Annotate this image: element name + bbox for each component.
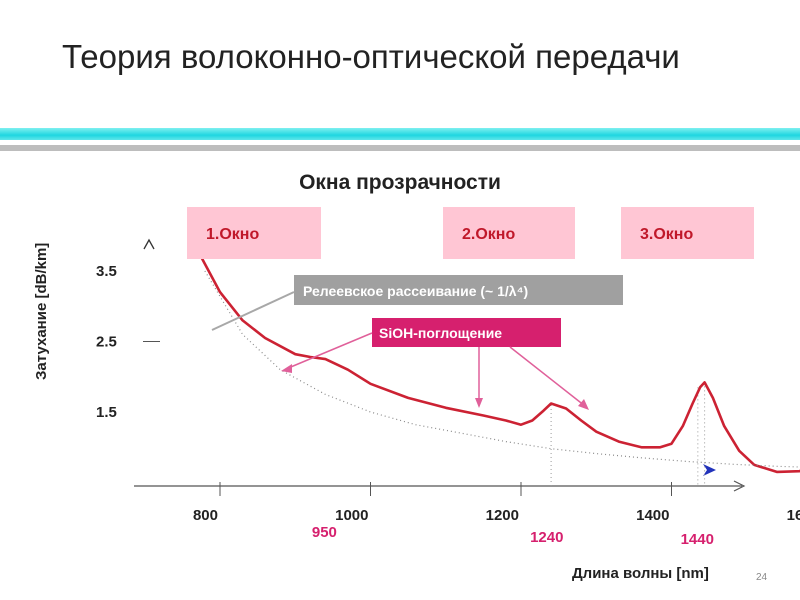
rayleigh-box bbox=[294, 275, 623, 305]
x-tick-label-800: 800 bbox=[193, 507, 218, 524]
x-tick-label-1400: 1400 bbox=[636, 507, 669, 524]
sioh-box bbox=[372, 318, 561, 347]
x-tick-label-1200: 1200 bbox=[486, 507, 519, 524]
x-tick-label-1000: 1000 bbox=[335, 507, 368, 524]
window-2-box bbox=[443, 207, 575, 259]
window-3-label: 3.Окно bbox=[640, 226, 693, 243]
window-1-box bbox=[187, 207, 321, 259]
y-tick-label-2.5: 2.5 bbox=[96, 334, 117, 351]
highlight-wavelength-950: 950 bbox=[312, 524, 337, 541]
attenuation-curve bbox=[196, 248, 800, 474]
rayleigh-label: Релеевское рассеивание (~ 1/λ⁴) bbox=[303, 283, 528, 299]
title-divider bbox=[0, 128, 800, 140]
title-divider-shadow bbox=[0, 145, 800, 151]
sioh-arrowhead-1440 bbox=[578, 399, 589, 410]
window-2-label: 2.Окно bbox=[462, 226, 515, 243]
sioh-pointer-1440 bbox=[509, 346, 586, 407]
highlight-wavelength-1440: 1440 bbox=[681, 531, 714, 548]
sioh-arrowhead-1240 bbox=[475, 398, 483, 408]
y-axis-label: Затухание [dB/km] bbox=[33, 243, 50, 380]
x-axis-blue-arrowhead bbox=[703, 464, 716, 476]
highlight-wavelength-1240: 1240 bbox=[530, 529, 563, 546]
y-axis-arrow bbox=[143, 238, 155, 250]
sioh-arrowhead-950 bbox=[281, 364, 292, 373]
sioh-pointer-950 bbox=[285, 332, 373, 370]
page-number: 24 bbox=[756, 572, 768, 583]
x-axis-label: Длина волны [nm] bbox=[572, 565, 709, 582]
x-axis-arrow bbox=[733, 480, 746, 492]
x-tick-label-1600: 1600 bbox=[787, 507, 800, 524]
plot-layer: 800 1000 1200 1400 1600 3.5 2.5 1.5 950 1240 1440 bbox=[96, 238, 800, 548]
chart-title: Окна прозрачности bbox=[299, 171, 501, 194]
window-1-label: 1.Окно bbox=[206, 226, 259, 243]
window-3-box bbox=[621, 207, 754, 259]
sioh-label: SiOH-поглощение bbox=[379, 325, 502, 341]
y-tick-label-3.5: 3.5 bbox=[96, 263, 117, 280]
y-tick-label-1.5: 1.5 bbox=[96, 404, 117, 421]
slide-title: Теория волоконно-оптической передачи bbox=[62, 38, 680, 75]
rayleigh-pointer bbox=[211, 291, 295, 331]
